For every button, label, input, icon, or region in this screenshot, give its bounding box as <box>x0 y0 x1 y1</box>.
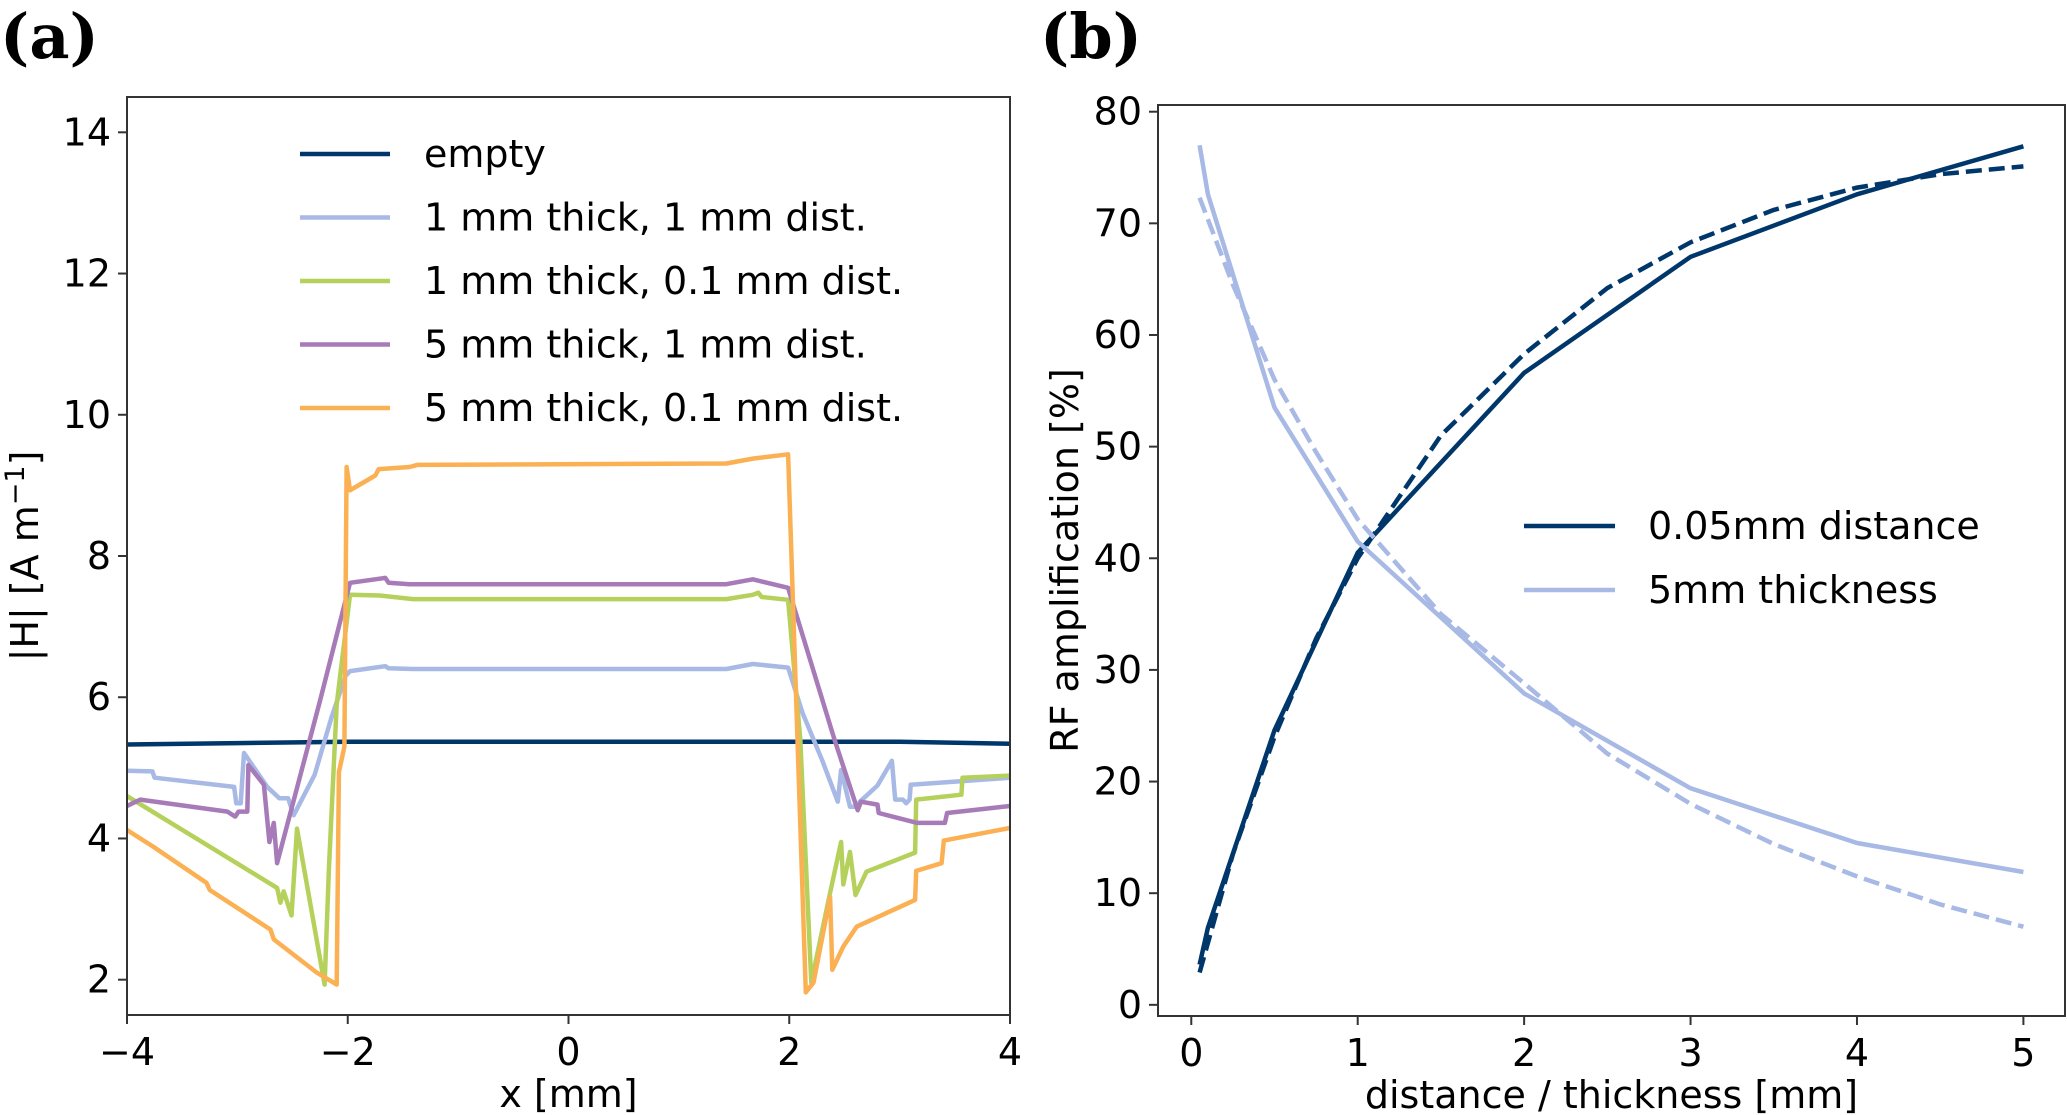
x-tick-label: 0 <box>556 1030 580 1074</box>
legend-item: 1 mm thick, 1 mm dist. <box>300 196 867 240</box>
x-tick-label: 2 <box>777 1030 801 1074</box>
legend-label: 5 mm thick, 0.1 mm dist. <box>424 386 903 430</box>
legend-label: 1 mm thick, 0.1 mm dist. <box>424 259 903 303</box>
panel-a-x-axis-label: x [mm] <box>499 1072 637 1115</box>
legend-item: 5 mm thick, 0.1 mm dist. <box>300 386 903 430</box>
panel-a-legend: empty 1 mm thick, 1 mm dist. 1 mm thick, 0… <box>300 132 903 430</box>
panel-b-x-ticks: 0 1 2 3 4 5 <box>1179 1016 2035 1075</box>
y-tick-label: 12 <box>63 252 111 296</box>
legend-label: 0.05mm distance <box>1648 504 1980 548</box>
legend-item: 1 mm thick, 0.1 mm dist. <box>300 259 903 303</box>
series-line-empty <box>127 739 1010 747</box>
series-line-5-mm-thick-0-1-mm-dist <box>127 452 1010 995</box>
x-tick-label: 4 <box>998 1030 1022 1074</box>
panel-b-series-group <box>1197 144 2025 974</box>
panel-label-b: (b) <box>1040 0 1142 73</box>
y-tick-label: 2 <box>87 958 111 1002</box>
panel-label-a: (a) <box>0 0 99 73</box>
legend-item: 5 mm thick, 1 mm dist. <box>300 323 867 367</box>
x-tick-label: 5 <box>2011 1031 2035 1075</box>
x-tick-label: 1 <box>1346 1031 1370 1075</box>
series-line-1-mm-thick-0-1-mm-dist <box>127 590 1010 987</box>
y-tick-label: 10 <box>1094 871 1142 915</box>
panel-a-series-group <box>127 452 1010 995</box>
legend-item: 5mm thickness <box>1524 568 1938 612</box>
series-line-5mm-thickness <box>1197 144 2024 875</box>
panel-b-y-axis-label: RF amplification [%] <box>1043 368 1087 753</box>
panel-b-chart: 0 1 2 3 4 5 0 10 20 30 40 50 60 70 80 distance / thic… <box>1043 90 2066 1115</box>
legend-label: 5 mm thick, 1 mm dist. <box>424 323 867 367</box>
legend-item: empty <box>300 132 546 176</box>
panel-a-chart: −4 −2 0 2 4 2 4 6 8 10 12 14 x [mm] |H| [A m−1] em… <box>0 96 1022 1115</box>
y-tick-label: 40 <box>1094 536 1142 580</box>
panel-b-legend: 0.05mm distance 5mm thickness <box>1524 504 1980 612</box>
y-tick-label: 60 <box>1094 313 1142 357</box>
series-line-5mm-thickness-fit <box>1197 196 2024 929</box>
y-tick-label: 0 <box>1118 983 1142 1027</box>
x-tick-label: 3 <box>1678 1031 1702 1075</box>
series-line-1-mm-thick-1-mm-dist <box>127 661 1010 818</box>
series-line-0-05mm-distance-fit <box>1197 164 2024 974</box>
series-line-0-05mm-distance <box>1197 144 2025 966</box>
panel-a-y-ticks: 2 4 6 8 10 12 14 <box>63 110 127 1002</box>
x-tick-label: −4 <box>99 1030 155 1074</box>
x-tick-label: −2 <box>320 1030 376 1074</box>
y-tick-label: 70 <box>1094 201 1142 245</box>
y-tick-label: 20 <box>1094 760 1142 804</box>
y-tick-label: 14 <box>63 110 111 154</box>
y-tick-label: 4 <box>87 816 111 860</box>
legend-label: 5mm thickness <box>1648 568 1938 612</box>
panel-b-y-ticks: 0 10 20 30 40 50 60 70 80 <box>1094 90 1158 1027</box>
y-tick-label: 30 <box>1094 648 1142 692</box>
y-tick-label: 50 <box>1094 425 1142 469</box>
legend-item: 0.05mm distance <box>1524 504 1980 548</box>
y-tick-label: 10 <box>63 393 111 437</box>
legend-label: 1 mm thick, 1 mm dist. <box>424 196 867 240</box>
x-tick-label: 2 <box>1512 1031 1536 1075</box>
panel-b-axes-frame <box>1157 104 2066 1017</box>
series-line-5-mm-thick-1-mm-dist <box>127 575 1010 866</box>
legend-label: empty <box>424 132 546 176</box>
panel-b-x-axis-label: distance / thickness [mm] <box>1365 1073 1858 1115</box>
panel-a-y-axis-label: |H| [A m−1] <box>0 451 48 662</box>
x-tick-label: 4 <box>1845 1031 1869 1075</box>
x-tick-label: 0 <box>1179 1031 1203 1075</box>
y-tick-label: 80 <box>1094 90 1142 134</box>
y-tick-label: 8 <box>87 534 111 578</box>
panel-a-x-ticks: −4 −2 0 2 4 <box>99 1015 1022 1074</box>
y-tick-label: 6 <box>87 675 111 719</box>
